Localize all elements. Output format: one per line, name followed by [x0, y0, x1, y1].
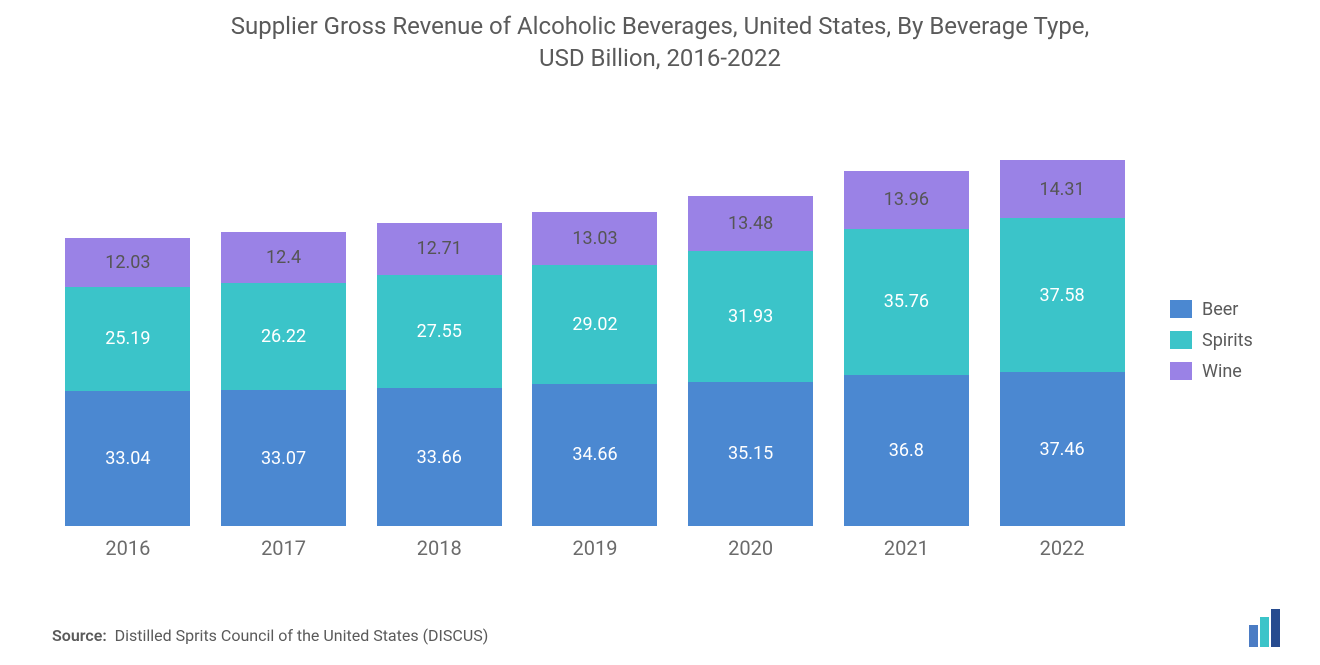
- bar-column: 33.0726.2212.4 2017: [221, 232, 346, 560]
- title-line-2: USD Billion, 2016-2022: [80, 42, 1240, 74]
- bar-segment-beer: 35.15: [688, 382, 813, 526]
- legend-item-spirits: Spirits: [1170, 330, 1280, 351]
- title-line-1: Supplier Gross Revenue of Alcoholic Beve…: [80, 10, 1240, 42]
- legend-swatch-icon: [1170, 300, 1192, 318]
- bar-stack: 36.835.7613.96: [844, 171, 969, 526]
- bar-column: 33.6627.5512.71 2018: [377, 223, 502, 560]
- bar-column: 33.0425.1912.03 2016: [65, 238, 190, 560]
- bar-segment-spirits: 35.76: [844, 229, 969, 376]
- bar-segment-wine: 13.03: [532, 212, 657, 265]
- bar-segment-beer: 33.04: [65, 391, 190, 526]
- legend-label: Wine: [1202, 361, 1242, 382]
- bar-segment-spirits: 25.19: [65, 287, 190, 390]
- bar-column: 37.4637.5814.31 2022: [1000, 160, 1125, 560]
- bar-segment-beer: 37.46: [1000, 372, 1125, 526]
- bar-segment-spirits: 31.93: [688, 251, 813, 382]
- logo-bar-icon: [1249, 625, 1258, 647]
- x-category-label: 2021: [884, 536, 929, 560]
- legend-item-beer: Beer: [1170, 299, 1280, 320]
- bar-segment-beer: 34.66: [532, 384, 657, 526]
- x-category-label: 2020: [728, 536, 773, 560]
- legend-swatch-icon: [1170, 362, 1192, 380]
- bar-stack: 34.6629.0213.03: [532, 212, 657, 526]
- chart-title: Supplier Gross Revenue of Alcoholic Beve…: [0, 0, 1320, 75]
- bar-stack: 33.0726.2212.4: [221, 232, 346, 526]
- bar-segment-spirits: 26.22: [221, 283, 346, 391]
- x-category-label: 2018: [417, 536, 462, 560]
- source-label: Source:: [52, 626, 107, 645]
- bar-column: 35.1531.9313.48 2020: [688, 196, 813, 560]
- x-category-label: 2016: [105, 536, 150, 560]
- bar-segment-wine: 12.71: [377, 223, 502, 275]
- legend-swatch-icon: [1170, 331, 1192, 349]
- legend-label: Beer: [1202, 299, 1238, 320]
- legend-item-wine: Wine: [1170, 361, 1280, 382]
- bar-segment-wine: 13.96: [844, 171, 969, 228]
- x-category-label: 2022: [1040, 536, 1085, 560]
- bar-segment-spirits: 29.02: [532, 265, 657, 384]
- x-category-label: 2017: [261, 536, 306, 560]
- bar-segment-wine: 13.48: [688, 196, 813, 251]
- bar-segment-beer: 33.66: [377, 388, 502, 526]
- bar-segment-wine: 12.4: [221, 232, 346, 283]
- bar-column: 36.835.7613.96 2021: [844, 171, 969, 560]
- chart-area: 33.0425.1912.03201633.0726.2212.4201733.…: [40, 120, 1280, 560]
- bar-stack: 37.4637.5814.31: [1000, 160, 1125, 526]
- bar-segment-spirits: 27.55: [377, 275, 502, 388]
- source-text: Distilled Sprits Council of the United S…: [115, 626, 489, 645]
- bar-segment-beer: 36.8: [844, 375, 969, 526]
- plot-area: 33.0425.1912.03201633.0726.2212.4201733.…: [40, 120, 1150, 560]
- legend-label: Spirits: [1202, 330, 1253, 351]
- bar-stack: 35.1531.9313.48: [688, 196, 813, 526]
- logo-bar-icon: [1260, 617, 1269, 647]
- bar-segment-spirits: 37.58: [1000, 218, 1125, 372]
- source-citation: Source: Distilled Sprits Council of the …: [52, 626, 488, 645]
- x-category-label: 2019: [572, 536, 617, 560]
- bar-stack: 33.0425.1912.03: [65, 238, 190, 526]
- bar-segment-wine: 14.31: [1000, 160, 1125, 219]
- legend: Beer Spirits Wine: [1150, 120, 1280, 560]
- brand-logo: [1249, 609, 1280, 647]
- logo-bar-icon: [1271, 609, 1280, 647]
- bar-column: 34.6629.0213.03 2019: [532, 212, 657, 560]
- bar-stack: 33.6627.5512.71: [377, 223, 502, 526]
- bar-segment-beer: 33.07: [221, 390, 346, 526]
- bar-segment-wine: 12.03: [65, 238, 190, 287]
